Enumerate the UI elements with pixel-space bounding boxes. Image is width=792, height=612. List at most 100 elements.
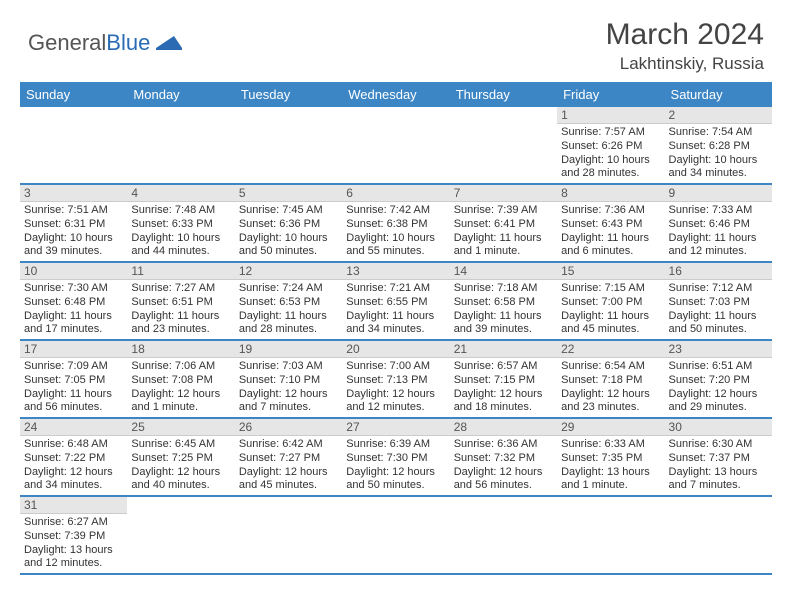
daylight-line: Daylight: 12 hours and 45 minutes.	[239, 466, 338, 494]
sunrise-line: Sunrise: 7:18 AM	[454, 282, 553, 296]
sunrise-line: Sunrise: 7:42 AM	[346, 204, 445, 218]
sunset-line: Sunset: 7:30 PM	[346, 452, 445, 466]
calendar-cell	[235, 496, 342, 574]
day-number: 19	[235, 341, 342, 358]
day-details: Sunrise: 7:27 AMSunset: 6:51 PMDaylight:…	[127, 280, 234, 339]
daylight-line: Daylight: 12 hours and 50 minutes.	[346, 466, 445, 494]
logo-text: GeneralBlue	[28, 30, 150, 56]
day-number: 25	[127, 419, 234, 436]
calendar-cell: 14Sunrise: 7:18 AMSunset: 6:58 PMDayligh…	[450, 262, 557, 340]
daylight-line: Daylight: 11 hours and 34 minutes.	[346, 310, 445, 338]
day-number: 22	[557, 341, 664, 358]
sunset-line: Sunset: 7:08 PM	[131, 374, 230, 388]
calendar-cell	[127, 496, 234, 574]
daylight-line: Daylight: 12 hours and 12 minutes.	[346, 388, 445, 416]
calendar-cell: 22Sunrise: 6:54 AMSunset: 7:18 PMDayligh…	[557, 340, 664, 418]
day-details: Sunrise: 6:27 AMSunset: 7:39 PMDaylight:…	[20, 514, 127, 573]
calendar-cell: 19Sunrise: 7:03 AMSunset: 7:10 PMDayligh…	[235, 340, 342, 418]
calendar-cell: 3Sunrise: 7:51 AMSunset: 6:31 PMDaylight…	[20, 184, 127, 262]
calendar-cell: 26Sunrise: 6:42 AMSunset: 7:27 PMDayligh…	[235, 418, 342, 496]
sunset-line: Sunset: 7:13 PM	[346, 374, 445, 388]
calendar-cell	[665, 496, 772, 574]
calendar-cell	[450, 107, 557, 184]
daylight-line: Daylight: 12 hours and 7 minutes.	[239, 388, 338, 416]
sunrise-line: Sunrise: 7:54 AM	[669, 126, 768, 140]
day-details: Sunrise: 7:39 AMSunset: 6:41 PMDaylight:…	[450, 202, 557, 261]
sunrise-line: Sunrise: 6:42 AM	[239, 438, 338, 452]
calendar-cell: 7Sunrise: 7:39 AMSunset: 6:41 PMDaylight…	[450, 184, 557, 262]
sunrise-line: Sunrise: 6:48 AM	[24, 438, 123, 452]
day-details: Sunrise: 7:54 AMSunset: 6:28 PMDaylight:…	[665, 124, 772, 183]
calendar-cell: 25Sunrise: 6:45 AMSunset: 7:25 PMDayligh…	[127, 418, 234, 496]
day-details: Sunrise: 7:21 AMSunset: 6:55 PMDaylight:…	[342, 280, 449, 339]
calendar-row: 17Sunrise: 7:09 AMSunset: 7:05 PMDayligh…	[20, 340, 772, 418]
logo: GeneralBlue	[28, 30, 182, 56]
sunset-line: Sunset: 7:37 PM	[669, 452, 768, 466]
day-details: Sunrise: 7:48 AMSunset: 6:33 PMDaylight:…	[127, 202, 234, 261]
sunset-line: Sunset: 6:41 PM	[454, 218, 553, 232]
sunset-line: Sunset: 6:46 PM	[669, 218, 768, 232]
day-details: Sunrise: 6:45 AMSunset: 7:25 PMDaylight:…	[127, 436, 234, 495]
calendar-cell	[450, 496, 557, 574]
daylight-line: Daylight: 12 hours and 34 minutes.	[24, 466, 123, 494]
daylight-line: Daylight: 11 hours and 50 minutes.	[669, 310, 768, 338]
sunrise-line: Sunrise: 7:45 AM	[239, 204, 338, 218]
day-number: 9	[665, 185, 772, 202]
sunrise-line: Sunrise: 6:39 AM	[346, 438, 445, 452]
day-details: Sunrise: 6:30 AMSunset: 7:37 PMDaylight:…	[665, 436, 772, 495]
sunset-line: Sunset: 6:43 PM	[561, 218, 660, 232]
page-header: GeneralBlue March 2024 Lakhtinskiy, Russ…	[0, 0, 792, 82]
calendar-cell: 16Sunrise: 7:12 AMSunset: 7:03 PMDayligh…	[665, 262, 772, 340]
day-number: 23	[665, 341, 772, 358]
day-number: 8	[557, 185, 664, 202]
day-details: Sunrise: 6:54 AMSunset: 7:18 PMDaylight:…	[557, 358, 664, 417]
sunset-line: Sunset: 6:53 PM	[239, 296, 338, 310]
logo-flag-icon	[156, 34, 182, 52]
sunset-line: Sunset: 7:25 PM	[131, 452, 230, 466]
sunrise-line: Sunrise: 7:39 AM	[454, 204, 553, 218]
title-block: March 2024 Lakhtinskiy, Russia	[606, 18, 764, 74]
day-number: 31	[20, 497, 127, 514]
calendar-cell: 28Sunrise: 6:36 AMSunset: 7:32 PMDayligh…	[450, 418, 557, 496]
day-number: 7	[450, 185, 557, 202]
sunrise-line: Sunrise: 7:06 AM	[131, 360, 230, 374]
daylight-line: Daylight: 12 hours and 29 minutes.	[669, 388, 768, 416]
weekday-header: Sunday	[20, 82, 127, 107]
calendar-cell: 1Sunrise: 7:57 AMSunset: 6:26 PMDaylight…	[557, 107, 664, 184]
sunset-line: Sunset: 6:28 PM	[669, 140, 768, 154]
day-details: Sunrise: 7:42 AMSunset: 6:38 PMDaylight:…	[342, 202, 449, 261]
day-number: 1	[557, 107, 664, 124]
sunset-line: Sunset: 6:26 PM	[561, 140, 660, 154]
calendar-cell: 10Sunrise: 7:30 AMSunset: 6:48 PMDayligh…	[20, 262, 127, 340]
sunset-line: Sunset: 6:58 PM	[454, 296, 553, 310]
calendar-row: 10Sunrise: 7:30 AMSunset: 6:48 PMDayligh…	[20, 262, 772, 340]
daylight-line: Daylight: 10 hours and 55 minutes.	[346, 232, 445, 260]
calendar-cell: 2Sunrise: 7:54 AMSunset: 6:28 PMDaylight…	[665, 107, 772, 184]
daylight-line: Daylight: 11 hours and 39 minutes.	[454, 310, 553, 338]
day-number: 15	[557, 263, 664, 280]
day-number: 3	[20, 185, 127, 202]
daylight-line: Daylight: 11 hours and 17 minutes.	[24, 310, 123, 338]
sunrise-line: Sunrise: 6:33 AM	[561, 438, 660, 452]
calendar-cell: 30Sunrise: 6:30 AMSunset: 7:37 PMDayligh…	[665, 418, 772, 496]
daylight-line: Daylight: 10 hours and 44 minutes.	[131, 232, 230, 260]
sunrise-line: Sunrise: 7:51 AM	[24, 204, 123, 218]
day-details: Sunrise: 6:51 AMSunset: 7:20 PMDaylight:…	[665, 358, 772, 417]
sunrise-line: Sunrise: 7:57 AM	[561, 126, 660, 140]
day-details: Sunrise: 7:15 AMSunset: 7:00 PMDaylight:…	[557, 280, 664, 339]
sunset-line: Sunset: 7:35 PM	[561, 452, 660, 466]
calendar-cell	[20, 107, 127, 184]
daylight-line: Daylight: 12 hours and 40 minutes.	[131, 466, 230, 494]
calendar-cell: 17Sunrise: 7:09 AMSunset: 7:05 PMDayligh…	[20, 340, 127, 418]
day-number: 12	[235, 263, 342, 280]
sunset-line: Sunset: 6:31 PM	[24, 218, 123, 232]
day-details: Sunrise: 7:45 AMSunset: 6:36 PMDaylight:…	[235, 202, 342, 261]
sunrise-line: Sunrise: 7:30 AM	[24, 282, 123, 296]
sunset-line: Sunset: 7:32 PM	[454, 452, 553, 466]
calendar-cell: 8Sunrise: 7:36 AMSunset: 6:43 PMDaylight…	[557, 184, 664, 262]
daylight-line: Daylight: 11 hours and 1 minute.	[454, 232, 553, 260]
calendar-cell: 5Sunrise: 7:45 AMSunset: 6:36 PMDaylight…	[235, 184, 342, 262]
day-number: 27	[342, 419, 449, 436]
daylight-line: Daylight: 11 hours and 23 minutes.	[131, 310, 230, 338]
calendar-row: 1Sunrise: 7:57 AMSunset: 6:26 PMDaylight…	[20, 107, 772, 184]
